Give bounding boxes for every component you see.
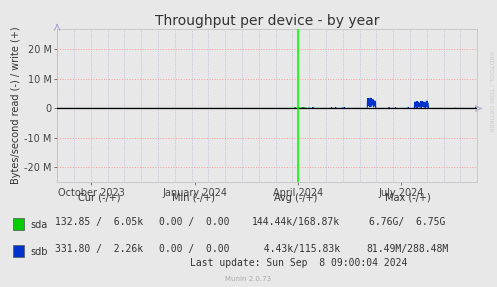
Text: Max (-/+): Max (-/+) (385, 193, 430, 203)
Text: 0.00 /  0.00: 0.00 / 0.00 (159, 217, 229, 227)
Text: sda: sda (31, 220, 48, 230)
Y-axis label: Bytes/second read (-) / write (+): Bytes/second read (-) / write (+) (11, 27, 21, 184)
Text: 4.43k/115.83k: 4.43k/115.83k (251, 244, 340, 254)
Text: RRDTOOL / TOBI OETIKER: RRDTOOL / TOBI OETIKER (489, 51, 494, 132)
Text: sdb: sdb (31, 247, 48, 257)
Text: Cur (-/+): Cur (-/+) (78, 193, 121, 203)
Text: 81.49M/288.48M: 81.49M/288.48M (366, 244, 449, 254)
Text: Last update: Sun Sep  8 09:00:04 2024: Last update: Sun Sep 8 09:00:04 2024 (189, 258, 407, 268)
Text: 0.00 /  0.00: 0.00 / 0.00 (159, 244, 229, 254)
Text: Avg (-/+): Avg (-/+) (274, 193, 318, 203)
Text: 144.44k/168.87k: 144.44k/168.87k (251, 217, 340, 227)
Text: Min (-/+): Min (-/+) (172, 193, 215, 203)
Title: Throughput per device - by year: Throughput per device - by year (155, 13, 379, 28)
Text: 132.85 /  6.05k: 132.85 / 6.05k (55, 217, 144, 227)
Text: Munin 2.0.73: Munin 2.0.73 (226, 276, 271, 282)
Text: 6.76G/  6.75G: 6.76G/ 6.75G (369, 217, 446, 227)
Text: 331.80 /  2.26k: 331.80 / 2.26k (55, 244, 144, 254)
